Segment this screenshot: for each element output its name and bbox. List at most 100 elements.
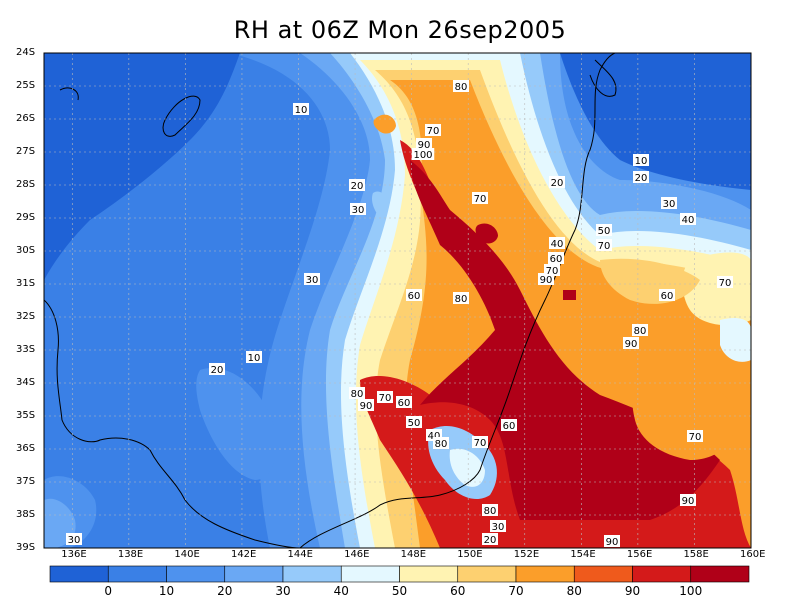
contour-label-bg <box>633 154 649 166</box>
contour-label-bg <box>406 416 422 428</box>
lat-label: 37S <box>16 476 36 487</box>
map-frame <box>43 52 752 549</box>
rh-band-20-30-patch <box>196 368 277 480</box>
contour-label-bg <box>548 252 564 264</box>
contour-label: 30 <box>663 199 676 210</box>
colorbar-label: 90 <box>624 584 641 598</box>
contour-label: 30 <box>68 535 81 546</box>
rh-band-0-10 <box>44 53 240 280</box>
contour-label-bg <box>453 292 469 304</box>
contour-label-bg <box>350 203 366 215</box>
contour-label-bg <box>425 124 441 136</box>
contour-label: 70 <box>379 393 392 404</box>
lat-label: 31S <box>16 278 36 289</box>
contour-label: 40 <box>551 239 564 250</box>
colorbar-swatch <box>399 565 459 583</box>
coastline <box>44 53 617 548</box>
contour-label: 10 <box>635 156 648 167</box>
colorbar-label: 100 <box>679 584 703 598</box>
colorbar-swatch <box>224 565 284 583</box>
lon-label: 142E <box>230 549 257 560</box>
colorbar-swatch <box>107 565 167 583</box>
contour-label: 40 <box>428 431 441 442</box>
contour-label: 30 <box>306 275 319 286</box>
contour-label: 70 <box>719 278 732 289</box>
contour-label: 80 <box>455 82 468 93</box>
contour-label-bg <box>453 80 469 92</box>
contour-label: 90 <box>418 140 431 151</box>
rh-band-low-east <box>632 376 736 460</box>
colorbar-swatch <box>515 565 575 583</box>
contour-label: 70 <box>474 194 487 205</box>
contour-label-bg <box>596 224 612 236</box>
lon-label: 148E <box>400 549 427 560</box>
contour-label: 90 <box>540 275 553 286</box>
contour-label-bg <box>680 213 696 225</box>
contour-label: 80 <box>484 506 497 517</box>
colorbar-swatch <box>573 565 633 583</box>
contour-label: 40 <box>682 215 695 226</box>
contour-label-bg <box>687 430 703 442</box>
contour-label-bg <box>349 179 365 191</box>
rh-pocket-100a <box>475 223 498 244</box>
contour-label-bg <box>549 176 565 188</box>
contour-label: 60 <box>550 254 563 265</box>
lon-label: 160E <box>740 549 766 560</box>
lon-label: 156E <box>626 549 653 560</box>
contour-label: 80 <box>351 389 364 400</box>
lat-label: 24S <box>16 47 36 58</box>
contour-label-bg <box>406 289 422 301</box>
colorbar-swatch <box>166 565 226 583</box>
lat-label: 30S <box>16 245 36 256</box>
contour-label-bg <box>66 533 82 545</box>
contour-label: 30 <box>492 522 505 533</box>
colorbar-label: 10 <box>158 584 175 598</box>
contour-label-bg <box>633 171 649 183</box>
contour-label-bg <box>482 533 498 545</box>
contour-label: 90 <box>625 339 638 350</box>
lon-label: 158E <box>683 549 709 560</box>
contour-label: 70 <box>598 241 611 252</box>
contour-label-bg <box>596 239 612 251</box>
contour-label: 100 <box>413 150 432 161</box>
contour-label: 60 <box>503 421 516 432</box>
lon-label: 144E <box>287 549 313 560</box>
contour-label: 20 <box>551 178 564 189</box>
lat-label: 28S <box>16 179 36 190</box>
colorbar-swatch <box>457 565 517 583</box>
contour-label-bg <box>680 494 696 506</box>
contour-label-bg <box>549 237 565 249</box>
contour-label: 80 <box>634 326 647 337</box>
lat-label: 36S <box>16 443 36 454</box>
lat-label: 38S <box>16 509 36 520</box>
colorbar-swatch <box>632 565 692 583</box>
colorbar-label: 60 <box>450 584 466 598</box>
contour-label: 90 <box>606 537 619 548</box>
contour-label: 20 <box>211 365 224 376</box>
lat-label: 32S <box>16 311 36 322</box>
colorbar-label: 0 <box>104 584 113 598</box>
contour-label: 90 <box>360 401 373 412</box>
rh-band-upper-east-2 <box>720 318 751 362</box>
contour-label: 10 <box>248 353 261 364</box>
lat-label: 27S <box>16 146 36 157</box>
contour-label: 50 <box>408 418 421 429</box>
rh-pocket-80 <box>373 114 396 134</box>
lat-label: 33S <box>16 344 36 355</box>
contour-label-bg <box>416 138 432 150</box>
lat-label: 35S <box>16 410 36 421</box>
colorbar-label: 80 <box>566 584 582 598</box>
contour-label: 80 <box>455 294 468 305</box>
colorbar-swatch <box>340 565 400 583</box>
lon-label: 140E <box>174 549 200 560</box>
contour-label-bg <box>544 264 560 276</box>
map-title: RH at 06Z Mon 26sep2005 <box>233 16 567 44</box>
lon-label: 152E <box>513 549 540 560</box>
contour-label-bg <box>411 148 435 160</box>
contour-label-bg <box>482 504 498 516</box>
contour-label: 20 <box>351 181 364 192</box>
lon-label: 138E <box>117 549 144 560</box>
lat-label: 34S <box>16 377 36 388</box>
contour-label-bg <box>358 399 374 411</box>
contour-label: 70 <box>546 266 559 277</box>
